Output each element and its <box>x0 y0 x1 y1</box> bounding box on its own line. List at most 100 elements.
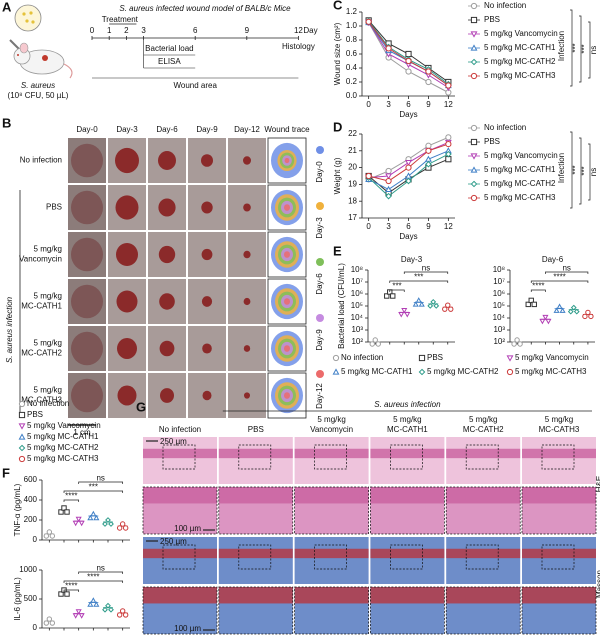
strain: S. aureus <box>21 81 55 90</box>
wound-area <box>71 284 103 319</box>
marker <box>517 341 523 347</box>
y-tick-label: 19 <box>348 180 357 189</box>
legend-label: No infection <box>341 353 383 362</box>
y-tick-label: 18 <box>348 196 357 205</box>
marker <box>64 591 70 597</box>
y-tick-label: 10⁷ <box>493 277 505 286</box>
legend-label: 5 mg/kg Vancomycin <box>484 29 558 38</box>
tissue-band <box>294 587 369 604</box>
tissue-band <box>446 448 521 459</box>
marker <box>385 167 392 175</box>
tissue-band <box>370 587 445 604</box>
tissue-band <box>446 487 521 504</box>
tissue-band <box>446 587 521 604</box>
y-tick-label: 600 <box>24 475 38 484</box>
zoom-box <box>314 544 347 570</box>
marker <box>573 308 580 315</box>
column-label: Vancomycin <box>310 425 353 434</box>
significance-bracket <box>78 571 124 574</box>
tissue-band <box>294 548 369 559</box>
marker <box>64 509 70 515</box>
wound-area <box>158 245 176 264</box>
wound-area <box>201 248 213 261</box>
marker <box>425 142 432 149</box>
column-label: PBS <box>248 425 264 434</box>
legend-label: No infection <box>484 1 526 10</box>
marker <box>398 312 405 318</box>
legend-label: 5 mg/kg MC-CATH3 <box>484 71 556 80</box>
trace-outline <box>284 298 290 305</box>
elisa-label: ELISA <box>158 57 181 66</box>
y-tick-label: 10² <box>493 337 505 346</box>
marker <box>582 313 588 320</box>
x-tick-label: 6 <box>406 222 411 231</box>
wound-area <box>159 340 175 357</box>
zoom-box <box>390 544 423 570</box>
tissue-band <box>522 587 596 604</box>
timeline-day: 9 <box>245 26 250 35</box>
marker <box>415 297 422 303</box>
y-tick-label: 500 <box>24 594 38 603</box>
legend-marker <box>332 354 340 362</box>
zoom-box <box>465 544 499 570</box>
significance-bracket <box>403 271 449 274</box>
zoom-frame <box>370 586 445 635</box>
wound-area <box>71 237 103 272</box>
significance-bracket <box>570 131 573 209</box>
marker <box>72 613 79 619</box>
marker <box>442 306 448 312</box>
legend-label: No infection <box>27 399 69 408</box>
histology-image <box>143 437 217 484</box>
y-axis-label: TNF-α (pg/mL) <box>13 483 22 536</box>
column-label: 5 mg/kg <box>469 415 497 424</box>
legend-dot <box>316 202 324 210</box>
significance-label: ns <box>562 264 570 273</box>
significance-label: ns <box>589 168 598 176</box>
significance-label: ns <box>422 264 430 273</box>
marker <box>43 533 50 539</box>
marker <box>412 301 419 307</box>
marker <box>511 341 517 347</box>
legend-marker <box>470 153 478 160</box>
wound-area <box>244 392 250 399</box>
marker <box>105 602 111 609</box>
trace-outline <box>284 392 290 399</box>
x-tick-label: 3 <box>386 100 391 109</box>
marker <box>404 312 411 318</box>
column-header: Day-9 <box>196 125 218 134</box>
marker <box>405 164 412 171</box>
zoom-box <box>238 544 272 570</box>
zoom-box <box>541 544 575 570</box>
marker <box>116 612 123 618</box>
legend-marker <box>470 124 478 132</box>
marker <box>405 50 412 58</box>
bacterial-load-label: Bacterial load <box>145 44 193 53</box>
wound-area <box>202 343 212 354</box>
legend-label: 5 mg/kg Vancomycin <box>27 421 101 430</box>
marker <box>46 616 53 622</box>
legend-label: Day-0 <box>315 161 324 183</box>
marker <box>531 301 537 308</box>
zoom-box <box>314 444 347 470</box>
x-axis-label: Days <box>399 110 417 119</box>
marker <box>369 341 375 347</box>
legend-label: 5 mg/kg MC-CATH2 <box>484 57 556 66</box>
timeline-day: 12 <box>294 26 303 35</box>
zoom-box <box>238 444 272 470</box>
y-tick-label: 10⁴ <box>493 313 506 322</box>
histology-image <box>522 437 596 484</box>
wound-area <box>201 296 213 307</box>
tissue-band <box>218 448 293 459</box>
legend-marker <box>470 194 478 202</box>
y-tick-label: 1.0 <box>346 21 358 30</box>
wound-area <box>158 151 176 170</box>
marker <box>445 82 452 89</box>
marker <box>108 521 114 527</box>
legend-label: 5 mg/kg MC-CATH2 <box>427 367 499 376</box>
group-label: S. aureus infection <box>374 400 441 409</box>
y-tick-label: 21 <box>348 146 357 155</box>
legend-label: 5 mg/kg MC-CATH1 <box>341 367 413 376</box>
y-tick-label: 400 <box>24 495 38 504</box>
row-label: 5 mg/kg <box>34 292 62 301</box>
row-label: 5 mg/kg <box>34 245 62 254</box>
